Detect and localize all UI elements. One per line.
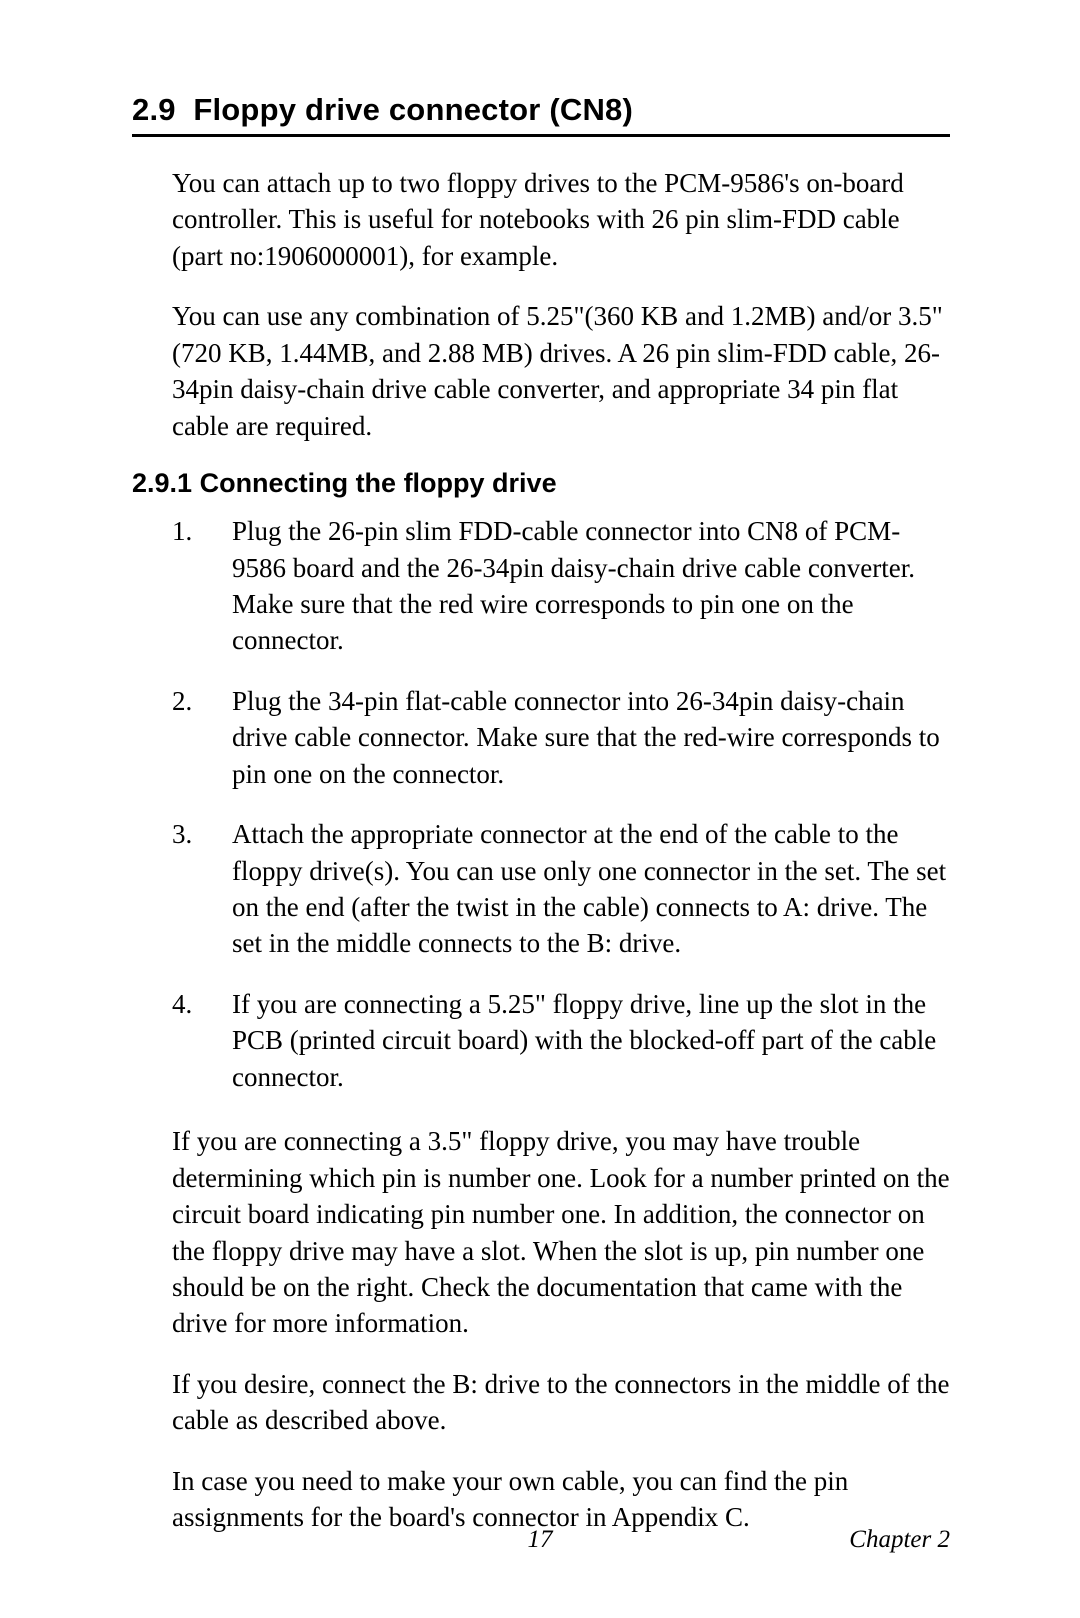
step-item: 1. Plug the 26-pin slim FDD-cable connec… <box>172 513 950 659</box>
step-item: 2. Plug the 34-pin flat-cable connector … <box>172 683 950 792</box>
step-text: Plug the 34-pin flat-cable connector int… <box>232 686 940 789</box>
step-text: Plug the 26-pin slim FDD-cable connector… <box>232 516 915 655</box>
step-item: 4. If you are connecting a 5.25" floppy … <box>172 986 950 1095</box>
section-number: 2.9 <box>132 92 176 127</box>
trailing-paragraph-1: If you are connecting a 3.5" floppy driv… <box>172 1123 950 1342</box>
step-number: 2. <box>172 683 212 719</box>
intro-paragraph-1: You can attach up to two floppy drives t… <box>172 165 950 274</box>
chapter-label: Chapter 2 <box>849 1526 950 1554</box>
heading-rule <box>132 134 950 137</box>
manual-page: 2.9 Floppy drive connector (CN8) You can… <box>0 0 1080 1618</box>
section-heading: 2.9 Floppy drive connector (CN8) <box>132 92 950 128</box>
subsection-heading: 2.9.1 Connecting the floppy drive <box>132 468 950 499</box>
steps-list: 1. Plug the 26-pin slim FDD-cable connec… <box>172 513 950 1095</box>
step-number: 4. <box>172 986 212 1022</box>
step-text: Attach the appropriate connector at the … <box>232 819 946 958</box>
subsection-title: Connecting the floppy drive <box>200 468 557 498</box>
trailing-paragraph-3: In case you need to make your own cable,… <box>172 1463 950 1536</box>
trailing-paragraph-2: If you desire, connect the B: drive to t… <box>172 1366 950 1439</box>
step-text: If you are connecting a 5.25" floppy dri… <box>232 989 936 1092</box>
step-number: 3. <box>172 816 212 852</box>
subsection-number: 2.9.1 <box>132 468 192 498</box>
section-title: Floppy drive connector (CN8) <box>193 92 633 127</box>
step-number: 1. <box>172 513 212 549</box>
step-item: 3. Attach the appropriate connector at t… <box>172 816 950 962</box>
intro-paragraph-2: You can use any combination of 5.25"(360… <box>172 298 950 444</box>
